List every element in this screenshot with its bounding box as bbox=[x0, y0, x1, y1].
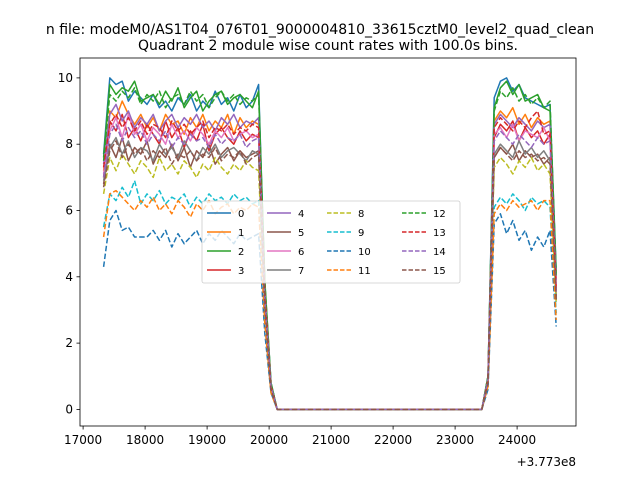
series-line-9 bbox=[102, 179, 557, 411]
figure-suptitle: n file: modeM0/AS1T04_076T01_9000004810_… bbox=[46, 22, 594, 38]
y-tick-label: 2 bbox=[65, 336, 73, 350]
x-tick-label: 23000 bbox=[436, 433, 474, 447]
series-line-0 bbox=[102, 77, 557, 411]
series-line-7 bbox=[102, 136, 557, 411]
x-tick-label: 21000 bbox=[312, 433, 350, 447]
legend-label-12: 12 bbox=[433, 209, 446, 220]
legend-label-8: 8 bbox=[358, 209, 364, 220]
x-tick-label: 17000 bbox=[64, 433, 102, 447]
series-line-8 bbox=[102, 153, 557, 411]
legend-label-2: 2 bbox=[238, 247, 244, 258]
legend-box bbox=[201, 200, 461, 284]
legend-label-9: 9 bbox=[358, 228, 364, 239]
x-axis: 17000 18000 19000 20000 21000 22000 23000 24000 bbox=[64, 426, 536, 447]
legend-label-1: 1 bbox=[238, 228, 244, 239]
y-tick-label: 8 bbox=[65, 137, 73, 151]
plot-area bbox=[102, 77, 557, 411]
x-offset-label: +3.773e8 bbox=[517, 455, 576, 469]
y-tick-label: 10 bbox=[58, 71, 73, 85]
x-tick-label: 19000 bbox=[188, 433, 226, 447]
legend-label-15: 15 bbox=[433, 266, 446, 277]
legend-label-4: 4 bbox=[298, 209, 304, 220]
x-tick-label: 20000 bbox=[250, 433, 288, 447]
legend-label-3: 3 bbox=[238, 266, 244, 277]
legend-label-13: 13 bbox=[433, 228, 446, 239]
x-tick-label: 24000 bbox=[498, 433, 536, 447]
legend-label-7: 7 bbox=[298, 266, 304, 277]
series-line-6 bbox=[102, 113, 557, 411]
series-line-11 bbox=[102, 189, 557, 411]
legend-label-10: 10 bbox=[358, 247, 371, 258]
chart-title: Quadrant 2 module wise count rates with … bbox=[138, 38, 518, 54]
x-tick-label: 18000 bbox=[126, 433, 164, 447]
series-line-14 bbox=[102, 123, 557, 411]
legend-label-14: 14 bbox=[433, 247, 446, 258]
legend-label-11: 11 bbox=[358, 266, 371, 277]
series-line-12 bbox=[102, 87, 557, 411]
legend-label-6: 6 bbox=[298, 247, 304, 258]
series-line-13 bbox=[102, 110, 557, 411]
legend-label-5: 5 bbox=[298, 228, 304, 239]
y-tick-label: 4 bbox=[65, 270, 73, 284]
series-line-15 bbox=[102, 140, 557, 411]
legend-label-0: 0 bbox=[238, 209, 244, 220]
y-tick-label: 6 bbox=[65, 204, 73, 218]
series-line-2 bbox=[102, 80, 557, 411]
y-axis: 0 2 4 6 8 10 bbox=[58, 71, 80, 416]
x-tick-label: 22000 bbox=[374, 433, 412, 447]
axes-frame bbox=[79, 57, 577, 427]
series-line-4 bbox=[102, 103, 557, 411]
y-tick-label: 0 bbox=[65, 402, 73, 416]
